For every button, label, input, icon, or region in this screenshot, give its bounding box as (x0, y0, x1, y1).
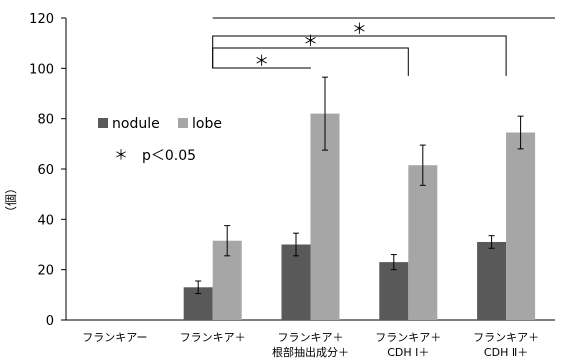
legend-swatch-nodule (98, 118, 108, 128)
legend-label-nodule: nodule (112, 116, 160, 132)
bars (183, 113, 536, 320)
x-tick-label: CDH Ⅰ＋ (387, 346, 429, 359)
y-tick-label: 20 (37, 264, 54, 279)
bar-nodule (379, 262, 409, 320)
legend-swatch-lobe (178, 118, 188, 128)
significance-marker: ＊ (303, 32, 318, 50)
x-tick-label: フランキア＋ (473, 331, 539, 344)
x-tick-label: フランキア＋ (375, 331, 441, 344)
y-tick-label: 120 (29, 12, 54, 27)
significance-marker: ＊ (254, 52, 269, 70)
y-tick-label: 40 (37, 213, 54, 228)
y-tick-label: 0 (46, 314, 54, 329)
bar-lobe (506, 132, 536, 320)
y-tick-label: 100 (29, 62, 54, 77)
bar-nodule (477, 241, 507, 320)
y-tick-label: 80 (37, 113, 54, 128)
error-bars (195, 76, 524, 295)
significance-brackets: ＊ ＊ ＊ (212, 17, 555, 76)
x-tick-label: フランキアー (82, 331, 147, 344)
legend: nodule lobe ＊ p＜0.05 (98, 116, 222, 164)
x-tick-label: フランキア＋ (278, 331, 344, 344)
bar-nodule (281, 244, 311, 320)
x-tick-label: CDH Ⅱ＋ (484, 346, 528, 359)
significance-bracket (212, 47, 409, 76)
bar-lobe (408, 165, 438, 320)
significance-note: ＊ p＜0.05 (114, 148, 196, 164)
y-tick-label: 60 (37, 163, 54, 178)
legend-label-lobe: lobe (192, 116, 222, 132)
significance-marker: ＊ (352, 20, 367, 38)
significance-bracket (212, 35, 507, 76)
x-tick-label: フランキア＋ (180, 331, 246, 344)
x-tick-label: 根部抽出成分＋ (272, 345, 349, 359)
y-axis-label: （個） (4, 182, 18, 218)
